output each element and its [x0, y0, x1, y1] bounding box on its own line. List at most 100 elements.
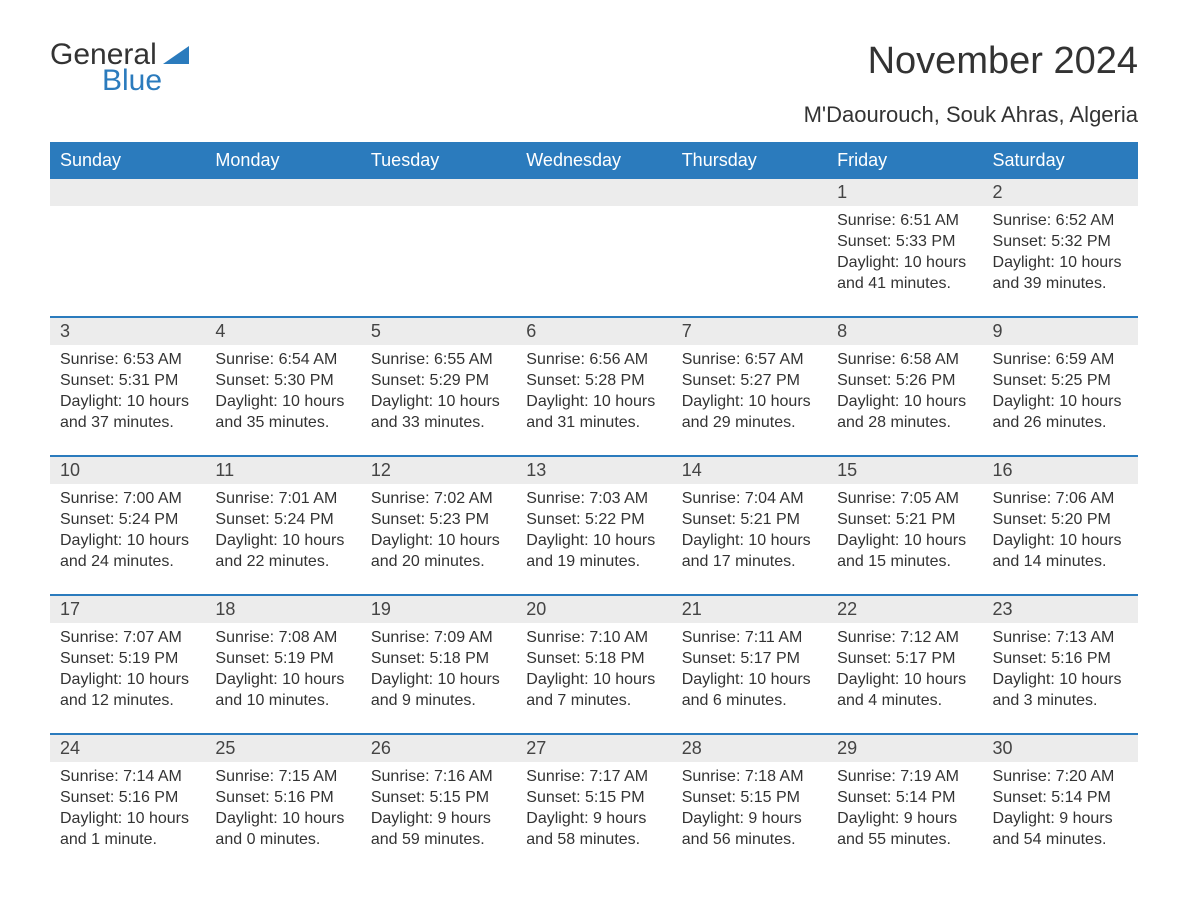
daylight-text: Daylight: 10 hours and 9 minutes. [371, 669, 506, 711]
day-number: 5 [361, 318, 516, 345]
day-body: Sunrise: 6:52 AMSunset: 5:32 PMDaylight:… [983, 206, 1138, 304]
sunset-text: Sunset: 5:16 PM [215, 787, 350, 808]
daylight-text: Daylight: 10 hours and 33 minutes. [371, 391, 506, 433]
sunset-text: Sunset: 5:24 PM [215, 509, 350, 530]
sunrise-text: Sunrise: 7:12 AM [837, 627, 972, 648]
day-number: 2 [983, 179, 1138, 206]
sunrise-text: Sunrise: 7:00 AM [60, 488, 195, 509]
sunrise-text: Sunrise: 6:59 AM [993, 349, 1128, 370]
calendar-day-cell: 27Sunrise: 7:17 AMSunset: 5:15 PMDayligh… [516, 735, 671, 873]
daylight-text: Daylight: 10 hours and 10 minutes. [215, 669, 350, 711]
day-number-empty [516, 179, 671, 206]
day-number: 15 [827, 457, 982, 484]
weekday-header: Wednesday [516, 142, 671, 179]
sunrise-text: Sunrise: 7:05 AM [837, 488, 972, 509]
calendar-day-cell: 16Sunrise: 7:06 AMSunset: 5:20 PMDayligh… [983, 457, 1138, 595]
day-number: 22 [827, 596, 982, 623]
sunset-text: Sunset: 5:17 PM [837, 648, 972, 669]
day-number: 11 [205, 457, 360, 484]
logo: General Blue [50, 40, 191, 96]
sunset-text: Sunset: 5:24 PM [60, 509, 195, 530]
sunrise-text: Sunrise: 7:11 AM [682, 627, 817, 648]
day-body: Sunrise: 7:15 AMSunset: 5:16 PMDaylight:… [205, 762, 360, 860]
day-number: 4 [205, 318, 360, 345]
daylight-text: Daylight: 9 hours and 55 minutes. [837, 808, 972, 850]
day-body: Sunrise: 7:10 AMSunset: 5:18 PMDaylight:… [516, 623, 671, 721]
calendar-day-cell: 20Sunrise: 7:10 AMSunset: 5:18 PMDayligh… [516, 596, 671, 734]
day-body: Sunrise: 7:08 AMSunset: 5:19 PMDaylight:… [205, 623, 360, 721]
weekday-header: Monday [205, 142, 360, 179]
daylight-text: Daylight: 10 hours and 1 minute. [60, 808, 195, 850]
day-number: 26 [361, 735, 516, 762]
calendar-day-cell: 17Sunrise: 7:07 AMSunset: 5:19 PMDayligh… [50, 596, 205, 734]
title-block: November 2024 [868, 40, 1138, 83]
calendar-table: Sunday Monday Tuesday Wednesday Thursday… [50, 142, 1138, 873]
day-body: Sunrise: 7:20 AMSunset: 5:14 PMDaylight:… [983, 762, 1138, 860]
sunrise-text: Sunrise: 7:20 AM [993, 766, 1128, 787]
daylight-text: Daylight: 10 hours and 19 minutes. [526, 530, 661, 572]
day-number: 19 [361, 596, 516, 623]
day-body: Sunrise: 6:56 AMSunset: 5:28 PMDaylight:… [516, 345, 671, 443]
sunset-text: Sunset: 5:26 PM [837, 370, 972, 391]
day-number: 17 [50, 596, 205, 623]
day-number: 18 [205, 596, 360, 623]
calendar-day-cell: 6Sunrise: 6:56 AMSunset: 5:28 PMDaylight… [516, 318, 671, 456]
daylight-text: Daylight: 10 hours and 41 minutes. [837, 252, 972, 294]
day-number-empty [672, 179, 827, 206]
calendar-day-cell: 28Sunrise: 7:18 AMSunset: 5:15 PMDayligh… [672, 735, 827, 873]
sunrise-text: Sunrise: 7:10 AM [526, 627, 661, 648]
sunset-text: Sunset: 5:19 PM [60, 648, 195, 669]
daylight-text: Daylight: 10 hours and 14 minutes. [993, 530, 1128, 572]
calendar-day-cell: 22 Sunrise: 7:12 AMSunset: 5:17 PMDayligh… [827, 596, 982, 734]
day-body: Sunrise: 7:19 AMSunset: 5:14 PMDaylight:… [827, 762, 982, 860]
day-number: 27 [516, 735, 671, 762]
sunrise-text: Sunrise: 7:09 AM [371, 627, 506, 648]
calendar-day-cell: 12Sunrise: 7:02 AMSunset: 5:23 PMDayligh… [361, 457, 516, 595]
sunrise-text: Sunrise: 7:06 AM [993, 488, 1128, 509]
day-number: 8 [827, 318, 982, 345]
daylight-text: Daylight: 10 hours and 17 minutes. [682, 530, 817, 572]
day-body: Sunrise: 7:02 AMSunset: 5:23 PMDaylight:… [361, 484, 516, 582]
sunset-text: Sunset: 5:23 PM [371, 509, 506, 530]
calendar-day-cell [672, 179, 827, 317]
day-number: 30 [983, 735, 1138, 762]
day-number: 20 [516, 596, 671, 623]
sunset-text: Sunset: 5:29 PM [371, 370, 506, 391]
sunrise-text: Sunrise: 7:02 AM [371, 488, 506, 509]
sunrise-text: Sunrise: 6:56 AM [526, 349, 661, 370]
day-number: 13 [516, 457, 671, 484]
day-body: Sunrise: 6:55 AMSunset: 5:29 PMDaylight:… [361, 345, 516, 443]
calendar-week-row: 24Sunrise: 7:14 AMSunset: 5:16 PMDayligh… [50, 735, 1138, 873]
sunrise-text: Sunrise: 6:51 AM [837, 210, 972, 231]
sunrise-text: Sunrise: 7:04 AM [682, 488, 817, 509]
sunset-text: Sunset: 5:14 PM [993, 787, 1128, 808]
sunset-text: Sunset: 5:20 PM [993, 509, 1128, 530]
day-body: Sunrise: 7:07 AMSunset: 5:19 PMDaylight:… [50, 623, 205, 721]
sunrise-text: Sunrise: 6:54 AM [215, 349, 350, 370]
daylight-text: Daylight: 10 hours and 31 minutes. [526, 391, 661, 433]
daylight-text: Daylight: 9 hours and 59 minutes. [371, 808, 506, 850]
calendar-day-cell [50, 179, 205, 317]
sunrise-text: Sunrise: 7:08 AM [215, 627, 350, 648]
sunrise-text: Sunrise: 7:19 AM [837, 766, 972, 787]
sunrise-text: Sunrise: 7:14 AM [60, 766, 195, 787]
day-number: 23 [983, 596, 1138, 623]
sunset-text: Sunset: 5:21 PM [682, 509, 817, 530]
month-title: November 2024 [868, 40, 1138, 83]
day-body: Sunrise: 7:01 AMSunset: 5:24 PMDaylight:… [205, 484, 360, 582]
day-body: Sunrise: 6:51 AMSunset: 5:33 PMDaylight:… [827, 206, 982, 304]
daylight-text: Daylight: 10 hours and 24 minutes. [60, 530, 195, 572]
day-number-empty [205, 179, 360, 206]
day-number: 9 [983, 318, 1138, 345]
calendar-day-cell: 25Sunrise: 7:15 AMSunset: 5:16 PMDayligh… [205, 735, 360, 873]
calendar-day-cell: 3Sunrise: 6:53 AMSunset: 5:31 PMDaylight… [50, 318, 205, 456]
daylight-text: Daylight: 10 hours and 39 minutes. [993, 252, 1128, 294]
day-body: Sunrise: 7:16 AMSunset: 5:15 PMDaylight:… [361, 762, 516, 860]
sunrise-text: Sunrise: 7:13 AM [993, 627, 1128, 648]
sunrise-text: Sunrise: 6:58 AM [837, 349, 972, 370]
daylight-text: Daylight: 10 hours and 4 minutes. [837, 669, 972, 711]
daylight-text: Daylight: 10 hours and 0 minutes. [215, 808, 350, 850]
calendar-day-cell: 4Sunrise: 6:54 AMSunset: 5:30 PMDaylight… [205, 318, 360, 456]
sunset-text: Sunset: 5:15 PM [682, 787, 817, 808]
daylight-text: Daylight: 9 hours and 56 minutes. [682, 808, 817, 850]
